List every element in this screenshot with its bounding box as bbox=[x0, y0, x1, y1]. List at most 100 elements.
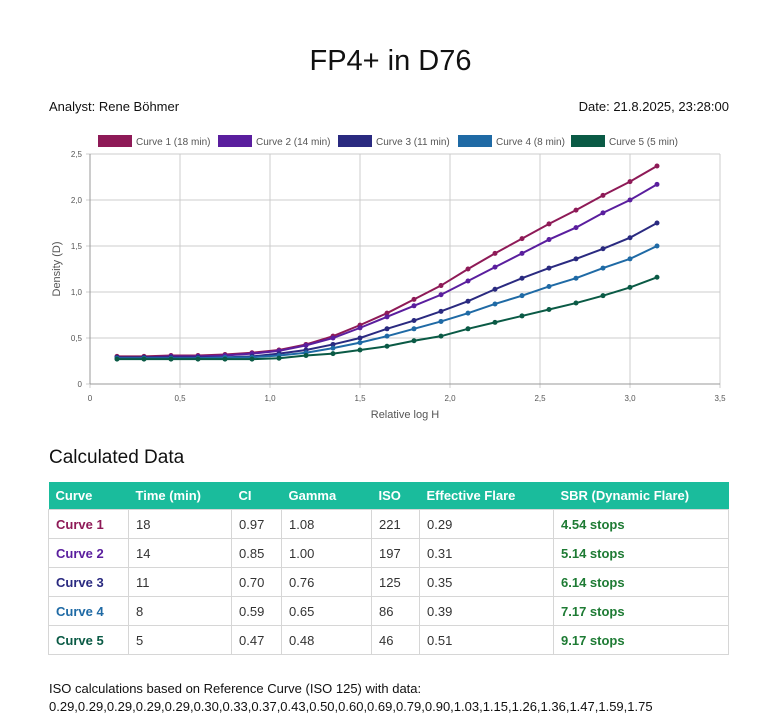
data-point bbox=[627, 235, 633, 241]
data-point bbox=[465, 278, 471, 284]
data-point bbox=[654, 274, 660, 280]
gamma-cell: 0.76 bbox=[281, 567, 372, 597]
time-cell: 8 bbox=[128, 596, 232, 626]
data-point bbox=[519, 236, 525, 242]
time-cell: 18 bbox=[128, 509, 232, 539]
table-row: Curve 2 14 0.85 1.00 197 0.31 5.14 stops bbox=[48, 538, 729, 568]
data-point bbox=[438, 333, 444, 339]
x-tick-label: 1,0 bbox=[264, 394, 276, 403]
sbr-cell: 7.17 stops bbox=[553, 596, 729, 626]
data-point bbox=[357, 335, 363, 341]
data-point bbox=[600, 210, 606, 216]
flare-cell: 0.39 bbox=[419, 596, 554, 626]
legend-swatch bbox=[571, 135, 605, 147]
page-title: FP4+ in D76 bbox=[309, 45, 472, 77]
flare-cell: 0.35 bbox=[419, 567, 554, 597]
data-point bbox=[492, 301, 498, 307]
gamma-cell: 0.65 bbox=[281, 596, 372, 626]
data-point bbox=[357, 325, 363, 331]
data-point bbox=[330, 335, 336, 341]
characteristic-curve-chart: 0 0,5 1,0 1,5 2,0 2,5 3,0 3,5 0 0,5 1,0 1,5 2,0 2,5 Re… bbox=[51, 135, 726, 421]
ci-cell: 0.97 bbox=[231, 509, 282, 539]
data-point bbox=[411, 318, 417, 324]
flare-cell: 0.29 bbox=[419, 509, 554, 539]
data-point bbox=[573, 207, 579, 213]
data-point bbox=[438, 318, 444, 324]
data-point bbox=[573, 300, 579, 306]
ci-cell: 0.59 bbox=[231, 596, 282, 626]
sbr-cell: 6.14 stops bbox=[553, 567, 729, 597]
data-point bbox=[330, 341, 336, 347]
data-point bbox=[600, 246, 606, 252]
flare-cell: 0.51 bbox=[419, 625, 554, 655]
y-axis-label: Density (D) bbox=[51, 241, 63, 296]
x-tick-label: 3,5 bbox=[714, 394, 726, 403]
gamma-cell: 1.08 bbox=[281, 509, 372, 539]
x-tick-label: 1,5 bbox=[354, 394, 366, 403]
data-point bbox=[195, 356, 201, 362]
iso-cell: 197 bbox=[371, 538, 420, 568]
data-point bbox=[303, 342, 309, 348]
y-tick-label: 1,0 bbox=[71, 288, 83, 297]
column-header-time: Time (min) bbox=[128, 482, 232, 510]
column-header-flare: Effective Flare bbox=[419, 482, 554, 510]
x-tick-label: 0,5 bbox=[174, 394, 186, 403]
x-axis-label: Relative log H bbox=[371, 409, 440, 421]
data-point bbox=[492, 250, 498, 256]
data-point bbox=[384, 326, 390, 332]
table-row: Curve 5 5 0.47 0.48 46 0.51 9.17 stops bbox=[48, 625, 729, 655]
data-point bbox=[168, 356, 174, 362]
gamma-cell: 1.00 bbox=[281, 538, 372, 568]
legend-label: Curve 1 (18 min) bbox=[136, 137, 210, 148]
data-point bbox=[330, 351, 336, 357]
curve-name-cell: Curve 3 bbox=[48, 567, 129, 597]
data-point bbox=[384, 314, 390, 320]
iso-cell: 125 bbox=[371, 567, 420, 597]
time-cell: 14 bbox=[128, 538, 232, 568]
time-cell: 11 bbox=[128, 567, 232, 597]
data-point bbox=[438, 283, 444, 289]
legend-swatch bbox=[338, 135, 372, 147]
data-point bbox=[222, 356, 228, 362]
data-point bbox=[627, 197, 633, 203]
y-tick-label: 1,5 bbox=[71, 242, 83, 251]
data-point bbox=[519, 293, 525, 299]
sbr-cell: 5.14 stops bbox=[553, 538, 729, 568]
legend-swatch bbox=[458, 135, 492, 147]
data-point bbox=[600, 192, 606, 198]
data-point bbox=[546, 221, 552, 227]
legend-swatch bbox=[98, 135, 132, 147]
iso-cell: 46 bbox=[371, 625, 420, 655]
data-point bbox=[465, 310, 471, 316]
data-point bbox=[519, 250, 525, 256]
data-point bbox=[573, 275, 579, 281]
data-point bbox=[492, 319, 498, 325]
iso-reference-note: ISO calculations based on Reference Curv… bbox=[49, 680, 653, 716]
date-label: Date: 21.8.2025, 23:28:00 bbox=[578, 99, 729, 114]
y-tick-label: 2,5 bbox=[71, 150, 83, 159]
legend-label: Curve 3 (11 min) bbox=[376, 137, 450, 148]
iso-cell: 221 bbox=[371, 509, 420, 539]
column-header-sbr: SBR (Dynamic Flare) bbox=[553, 482, 729, 510]
data-point bbox=[357, 347, 363, 353]
legend-label: Curve 4 (8 min) bbox=[496, 137, 565, 148]
calculated-data-table: Curve Time (min) CI Gamma ISO Effective … bbox=[48, 482, 729, 655]
data-point bbox=[600, 293, 606, 299]
table-row: Curve 3 11 0.70 0.76 125 0.35 6.14 stops bbox=[48, 567, 729, 597]
gamma-cell: 0.48 bbox=[281, 625, 372, 655]
data-point bbox=[330, 345, 336, 351]
data-point bbox=[465, 266, 471, 272]
data-point bbox=[654, 220, 660, 226]
x-tick-label: 3,0 bbox=[624, 394, 636, 403]
data-point bbox=[492, 286, 498, 292]
data-point bbox=[465, 326, 471, 332]
data-point bbox=[627, 284, 633, 290]
ci-cell: 0.47 bbox=[231, 625, 282, 655]
x-tick-label: 2,5 bbox=[534, 394, 546, 403]
table-row: Curve 4 8 0.59 0.65 86 0.39 7.17 stops bbox=[48, 596, 729, 626]
data-point bbox=[546, 306, 552, 312]
column-header-gamma: Gamma bbox=[281, 482, 372, 510]
table-header-row: Curve Time (min) CI Gamma ISO Effective … bbox=[48, 482, 729, 510]
sbr-cell: 4.54 stops bbox=[553, 509, 729, 539]
data-point bbox=[249, 356, 255, 362]
